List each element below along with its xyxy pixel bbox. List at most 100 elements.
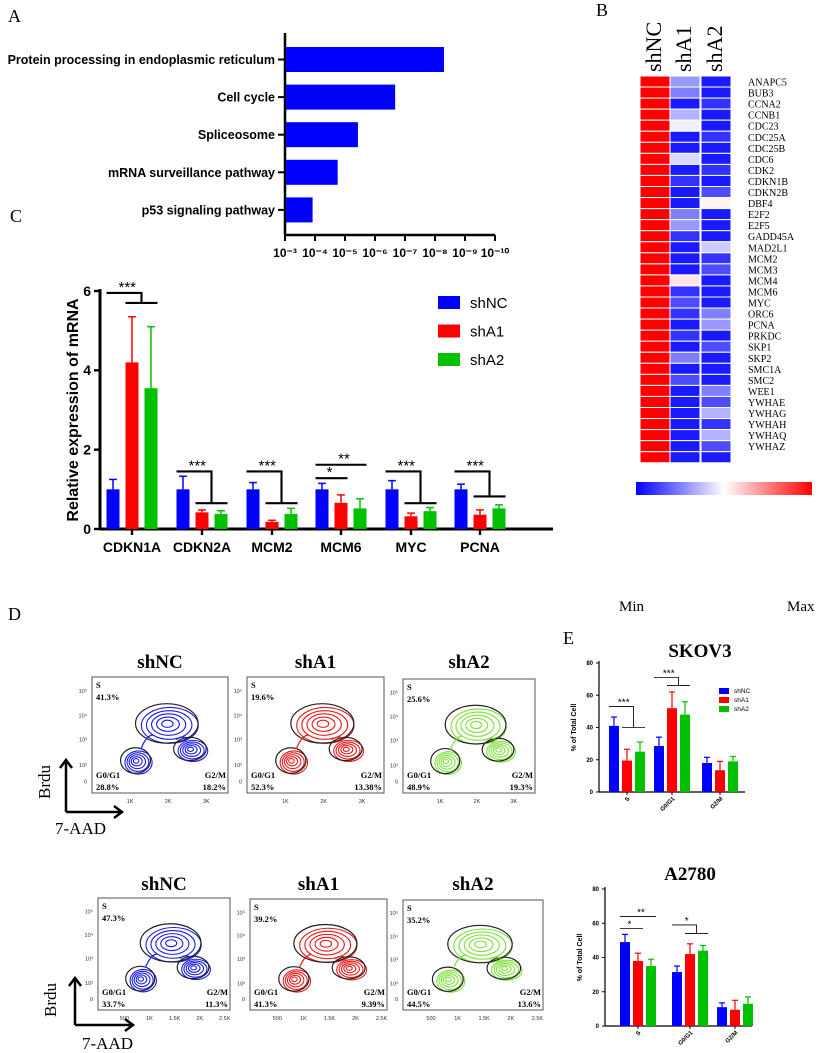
heatmap-cell	[700, 241, 732, 254]
heatmap-cell	[669, 395, 701, 409]
c-bar-shA1	[195, 512, 209, 529]
e-skov3-y-axis-label: % of Total Cell	[571, 704, 578, 752]
heatmap-cell	[700, 329, 732, 342]
heatmap-cell	[700, 252, 732, 265]
flow-s-label: S	[102, 901, 107, 911]
flow-contour	[440, 973, 459, 988]
flow-gate-g1	[278, 966, 310, 992]
a-x-tick-label: 10⁻⁸	[422, 246, 447, 260]
heatmap-cell	[639, 318, 671, 331]
heatmap-cell	[639, 86, 671, 99]
heatmap-cell	[669, 197, 701, 210]
heatmap-row-label: ANAPC5	[748, 78, 787, 89]
flow-contour	[177, 739, 209, 763]
heatmap-cell	[639, 141, 671, 154]
flow-y-tick-label: 10²	[79, 763, 87, 769]
heatmap-cell	[700, 373, 732, 386]
c-significance-stars: ***	[397, 457, 415, 474]
c-significance-stars: ***	[466, 457, 484, 474]
flow-plot-shA2: shA2 S 25.6% G0/G1 48.9% G2/M 19.3% 10⁵ 10⁴ 10³ 10…	[390, 652, 536, 805]
flow-contour	[282, 969, 312, 993]
heatmap-row-label: SMC2	[748, 376, 774, 387]
flow-g2-percent: 18.2%	[203, 782, 226, 792]
heatmap-cell	[700, 395, 732, 409]
flow-contour	[133, 972, 151, 988]
flow-y-tick-label: 10³	[390, 957, 398, 963]
heatmap-cell	[639, 108, 671, 121]
flow-contour	[436, 969, 466, 993]
heatmap-row-label: PRKDC	[748, 332, 782, 343]
c-category-label: CDKN2A	[173, 539, 231, 555]
heatmap-row-label: YWHAQ	[748, 431, 787, 442]
flow-gate-g2	[176, 955, 210, 980]
flow-contour-bridge	[449, 735, 496, 750]
heatmap-row-label: BUB3	[748, 89, 774, 100]
flow-g1-label: G0/G1	[251, 770, 275, 780]
heatmap-row-label: SKP2	[748, 354, 771, 365]
flow-y-tick-label: 10²	[85, 981, 93, 987]
heatmap-row-label: MCM2	[748, 254, 777, 265]
heatmap-cell	[700, 208, 732, 221]
flow-contour	[291, 976, 298, 983]
flow-g2-label: G2/M	[207, 987, 228, 997]
flow-contour	[336, 959, 368, 981]
flow-x-tick-label: 1K	[146, 1016, 153, 1022]
flow-contour	[190, 965, 198, 971]
flow-contour	[342, 746, 350, 752]
flow-y-tick-label: 10³	[390, 739, 398, 745]
heatmap-scale-min-label: Min	[619, 599, 645, 615]
heatmap-cell	[700, 307, 732, 320]
e-skov3-legend-label: shA2	[734, 706, 749, 713]
flow-y-tick-label: 10³	[85, 956, 93, 962]
flow-s-label: S	[251, 680, 256, 690]
flow-y-tick-label: 10⁴	[85, 932, 94, 939]
heatmap-cell	[639, 152, 671, 165]
flow-x-tick-label: 2.5K	[219, 1016, 231, 1022]
flow-contour	[179, 741, 205, 760]
flow-g2-percent: 11.3%	[205, 999, 228, 1009]
heatmap-row-label: SMC1A	[748, 365, 782, 376]
flow-x-tick-label: 3K	[511, 799, 518, 805]
c-bar-shNC	[106, 489, 120, 529]
flow-contour	[311, 716, 336, 732]
flow-contour-bridge	[452, 954, 502, 969]
panel-label-c: C	[10, 206, 22, 226]
e-a2780-category-label: S	[635, 1030, 642, 1037]
heatmap-row-label: CDC25B	[748, 144, 786, 155]
flow-y-tick-label: 10⁴	[79, 712, 88, 719]
a-x-tick-label: 10⁻⁴	[302, 246, 328, 260]
flow-contour-bridge	[298, 953, 347, 969]
heatmap-cell	[700, 285, 732, 298]
heatmap-cell	[669, 230, 701, 243]
flow-g2-percent: 9.39%	[362, 999, 385, 1009]
c-significance-stars: ***	[118, 279, 136, 296]
axis-arrows-icon	[68, 975, 136, 1032]
flow-gate-g2	[486, 956, 522, 980]
a-bar-2	[286, 122, 358, 148]
heatmap-cell	[639, 384, 671, 397]
flow-x-tick-label: 2.5K	[532, 1016, 544, 1022]
e-a2780-significance-stars: *	[685, 916, 689, 927]
heatmap-cell	[639, 407, 671, 420]
c-significance-bracket	[176, 470, 228, 505]
heatmap-cell	[639, 395, 671, 409]
flow-contour	[442, 975, 456, 985]
heatmap-cell	[639, 373, 671, 386]
heatmap-cell	[639, 307, 671, 320]
c-legend-swatch	[438, 296, 460, 309]
flow-y-tick-label: 0	[395, 997, 398, 1003]
heatmap-row-label: CCNB1	[748, 111, 780, 122]
flow-contour	[150, 930, 196, 959]
flow-contour	[301, 710, 349, 740]
flow-plot-frame	[249, 898, 388, 1011]
heatmap-cell	[700, 274, 732, 287]
e-a2780-bar-shNC	[620, 942, 630, 1026]
flow-gate-s	[293, 923, 358, 963]
e-skov3-significance-bracket	[654, 677, 690, 686]
a-x-tick-label: 10⁻⁷	[393, 246, 418, 260]
flow-gate-g2	[481, 737, 515, 762]
flow-contour	[434, 751, 462, 776]
flow-plot-shA1: shA1 S 19.6% G0/G1 52.3% G2/M 13.38% 10⁵ 10⁴ 10³ 1…	[234, 652, 385, 805]
flow-y-axis-label: Brdu	[41, 983, 60, 1018]
